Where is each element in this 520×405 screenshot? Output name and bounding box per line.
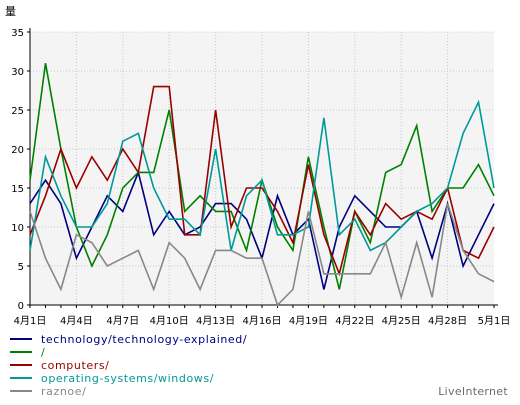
x-tick-label: 4月16日 bbox=[242, 315, 281, 327]
legend-item: operating-systems/windows/ bbox=[10, 372, 247, 385]
x-tick-label: 4月4日 bbox=[60, 315, 93, 327]
y-tick-label: 30 bbox=[11, 67, 24, 78]
legend-item: technology/technology-explained/ bbox=[10, 333, 247, 346]
y-tick-labels: 0 5 10 15 20 25 30 35 bbox=[11, 28, 24, 312]
y-unit-label: 量 bbox=[5, 5, 16, 18]
legend-item: raznoe/ bbox=[10, 385, 247, 398]
legend-label: computers/ bbox=[41, 359, 110, 372]
legend-label: / bbox=[41, 346, 46, 359]
brand-label: LiveInternet bbox=[438, 385, 508, 398]
series-line-5 bbox=[29, 203, 495, 307]
axes bbox=[27, 28, 498, 308]
x-tick-label: 4月28日 bbox=[428, 315, 467, 327]
legend-label: technology/technology-explained/ bbox=[41, 333, 248, 346]
y-tick-label: 25 bbox=[11, 106, 24, 117]
x-tick-labels: 4月1日 4月4日 4月7日 4月10日 4月13日 4月16日 4月19日 4月22日 4月2… bbox=[14, 315, 511, 327]
legend-label: operating-systems/windows/ bbox=[41, 372, 215, 385]
x-tick-label: 4月22日 bbox=[335, 315, 374, 327]
x-tick-label: 4月10日 bbox=[150, 315, 189, 327]
x-tick-label: 4月13日 bbox=[196, 315, 235, 327]
y-tick-label: 15 bbox=[11, 184, 24, 195]
legend-swatch bbox=[10, 390, 32, 392]
x-tick-label: 4月19日 bbox=[289, 315, 328, 327]
x-tick-label: 4月1日 bbox=[14, 315, 47, 327]
series-lines bbox=[29, 63, 495, 307]
series-line-4 bbox=[29, 99, 495, 252]
legend-swatch bbox=[10, 338, 32, 340]
x-tick-label: 4月7日 bbox=[106, 315, 139, 327]
legend-item: computers/ bbox=[10, 359, 247, 372]
y-tick-label: 35 bbox=[11, 28, 24, 39]
legend-label: raznoe/ bbox=[41, 385, 87, 398]
legend-swatch bbox=[10, 351, 32, 353]
legend-swatch bbox=[10, 364, 32, 366]
y-tick-label: 20 bbox=[11, 145, 24, 156]
y-tick-label: 5 bbox=[18, 262, 24, 273]
legend-swatch bbox=[10, 377, 32, 379]
y-tick-label: 0 bbox=[18, 301, 24, 312]
legend-item: / bbox=[10, 346, 247, 359]
legend: technology/technology-explained// compute… bbox=[10, 333, 247, 398]
y-tick-label: 10 bbox=[11, 223, 24, 234]
x-tick-label: 4月25日 bbox=[382, 315, 421, 327]
x-tick-label: 5月1日 bbox=[478, 315, 511, 327]
